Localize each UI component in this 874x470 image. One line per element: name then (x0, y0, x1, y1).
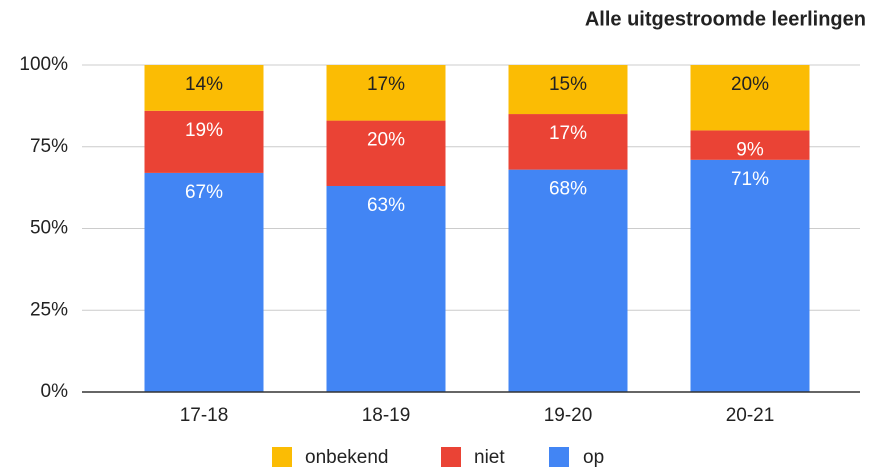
bar-segment (326, 120, 446, 186)
bar-segment (690, 159, 810, 392)
bar-segment (508, 169, 628, 392)
data-label: 68% (549, 179, 587, 200)
bar-segment (690, 130, 810, 160)
data-label: 17% (367, 74, 405, 95)
x-tick-label: 17-18 (180, 405, 229, 426)
data-label: 17% (549, 123, 587, 144)
bar-segment (144, 172, 264, 392)
bar-segment (508, 65, 628, 115)
data-label: 67% (185, 182, 223, 203)
x-tick-label: 18-19 (362, 405, 411, 426)
data-label: 20% (731, 74, 769, 95)
data-label: 63% (367, 195, 405, 216)
y-tick-label: 75% (30, 136, 68, 157)
y-tick-label: 0% (41, 381, 69, 402)
data-label: 71% (731, 169, 769, 190)
y-tick-label: 25% (30, 299, 68, 320)
bar-segment (326, 65, 446, 121)
y-tick-label: 100% (19, 54, 68, 75)
data-label: 14% (185, 74, 223, 95)
chart-title: Alle uitgestroomde leerlingen (585, 8, 866, 30)
data-label: 9% (736, 139, 764, 160)
legend-swatch (549, 447, 569, 467)
bar-segment (144, 65, 264, 111)
legend-label: onbekend (305, 447, 388, 468)
bar-segment (144, 110, 264, 173)
x-tick-label: 20-21 (726, 405, 775, 426)
data-label: 19% (185, 120, 223, 141)
y-tick-label: 50% (30, 218, 68, 239)
x-tick-label: 19-20 (544, 405, 593, 426)
bar-segment (508, 114, 628, 170)
legend-swatch (272, 447, 292, 467)
data-label: 15% (549, 74, 587, 95)
data-label: 20% (367, 130, 405, 151)
legend-swatch (441, 447, 461, 467)
bar-segment (690, 65, 810, 131)
bar-segment (326, 185, 446, 392)
legend-label: niet (474, 447, 505, 468)
legend-label: op (583, 447, 604, 468)
